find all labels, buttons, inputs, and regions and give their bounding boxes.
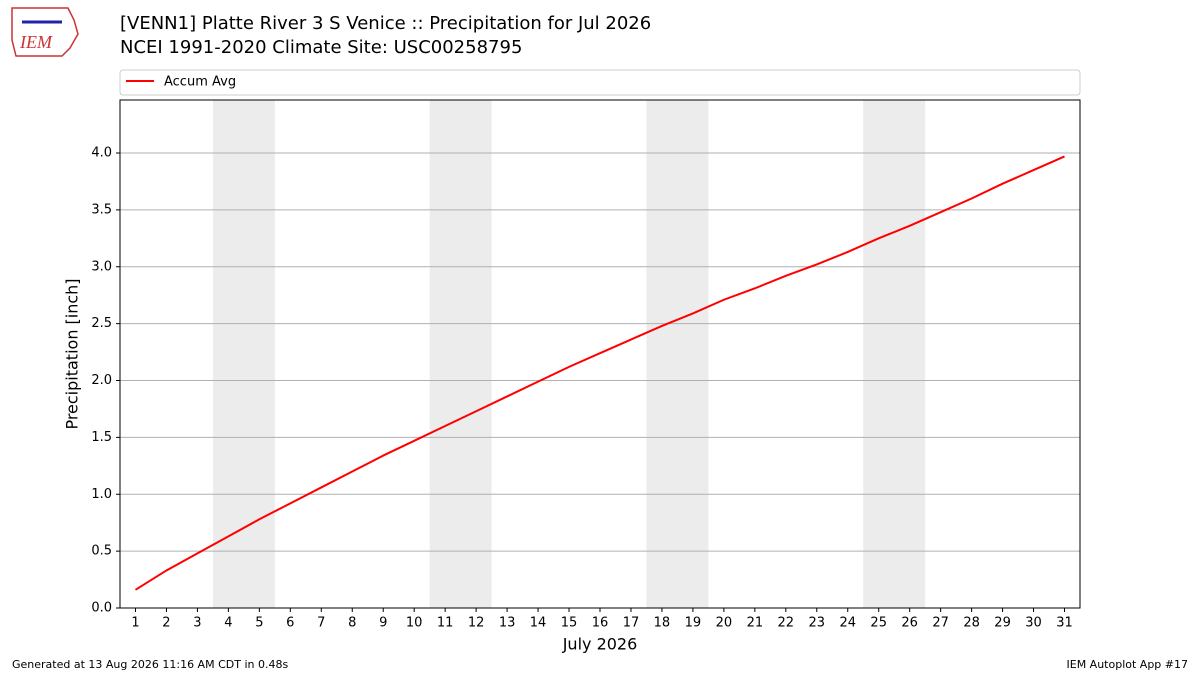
x-tick-label: 29 [994,616,1011,631]
x-tick-label: 12 [468,616,485,631]
legend-box [119,69,1081,96]
x-tick-label: 17 [623,616,640,631]
y-tick-label: 2.0 [91,373,112,388]
legend-label: Accum Avg [164,75,236,90]
chart-subtitle: NCEI 1991-2020 Climate Site: USC00258795 [120,37,522,58]
x-tick-label: 20 [716,616,733,631]
x-tick-label: 24 [839,616,856,631]
x-tick-label: 15 [561,616,578,631]
x-tick-label: 4 [224,616,232,631]
plot-frame [119,99,1081,609]
x-tick-label: 31 [1056,616,1073,631]
x-tick-label: 6 [286,616,294,631]
y-tick-label: 4.0 [91,146,112,161]
weekend-band [863,100,926,608]
x-tick-label: 27 [932,616,949,631]
x-tick-label: 26 [901,616,918,631]
x-tick-label: 3 [193,616,201,631]
x-tick-label: 10 [406,616,423,631]
x-tick-label: 1 [131,616,139,631]
x-tick-label: 8 [348,616,356,631]
x-tick-label: 16 [592,616,609,631]
x-tick-label: 22 [778,616,795,631]
x-tick-label: 14 [530,616,547,631]
x-tick-label: 5 [255,616,263,631]
logo-outline [11,7,79,57]
x-tick-label: 25 [870,616,887,631]
x-tick-label: 28 [963,616,980,631]
y-tick-label: 1.0 [91,487,112,502]
y-tick-label: 0.0 [91,601,112,616]
x-tick-label: 19 [685,616,702,631]
x-tick-label: 13 [499,616,516,631]
footer-left: Generated at 13 Aug 2026 11:16 AM CDT in… [12,658,288,671]
weekend-band [212,100,275,608]
x-tick-label: 7 [317,616,325,631]
data-line [134,155,1065,591]
y-tick-label: 3.0 [91,259,112,274]
x-tick-label: 21 [747,616,764,631]
x-tick-label: 9 [379,616,387,631]
logo: IEM [11,7,79,57]
logo-text: IEM [19,32,53,52]
y-tick-label: 3.5 [91,202,112,217]
chart-title: [VENN1] Platte River 3 S Venice :: Preci… [120,13,651,34]
y-tick-label: 0.5 [91,544,112,559]
footer-right: IEM Autoplot App #17 [1067,658,1189,671]
y-axis-label: Precipitation [inch] [63,278,82,429]
x-tick-label: 11 [437,616,454,631]
y-tick-label: 2.5 [91,316,112,331]
x-tick-label: 23 [809,616,826,631]
x-tick-label: 30 [1025,616,1042,631]
weekend-band [646,100,709,608]
x-tick-label: 18 [654,616,671,631]
x-tick-label: 2 [162,616,170,631]
y-tick-label: 1.5 [91,430,112,445]
weekend-band [429,100,492,608]
x-axis-label: July 2026 [562,635,638,654]
